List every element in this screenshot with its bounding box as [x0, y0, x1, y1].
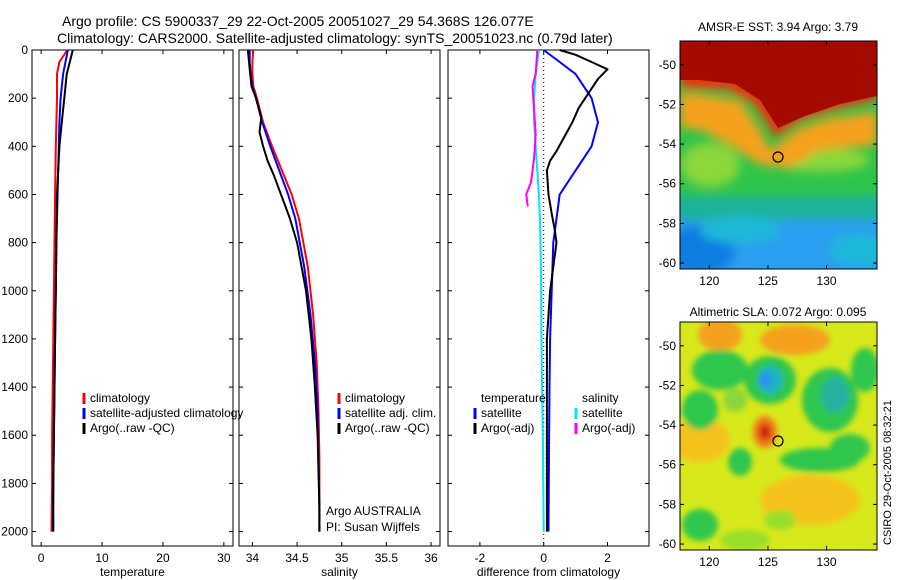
series-line-salinity-satellite [533, 49, 545, 532]
difference-x-axis-label: difference from climatology [477, 565, 620, 579]
sst-map-axes: 120 125 130 -50 -52 -54 -56 -58 -60 [659, 41, 877, 288]
sst-map-title: AMSR-E SST: 3.94 Argo: 3.79 [698, 20, 858, 34]
x-tick-label: 130 [817, 274, 837, 288]
temperature-x-axis-label: temperature [100, 565, 165, 579]
series-line-temperature-argo-adj- [545, 49, 609, 532]
legend-label: Argo(-adj) [582, 421, 635, 435]
y-tick-label: 1000 [1, 284, 28, 298]
legend-label: satellite [481, 406, 522, 420]
legend-label: satellite adj. clim. [345, 406, 436, 420]
x-tick-label: 0 [540, 551, 547, 565]
y-tick-label: -58 [659, 497, 677, 511]
salinity-x-axis-label: salinity [321, 565, 358, 579]
figure-title-line2: Climatology: CARS2000. Satellite-adjuste… [57, 30, 613, 46]
y-tick-label: -52 [659, 378, 677, 392]
y-tick-label: 1600 [1, 428, 28, 442]
sst-map-frame [679, 40, 878, 270]
legend-label: Argo(..raw -QC) [345, 421, 430, 435]
sla-map-axes: 120 125 130 -50 -52 -54 -56 -58 -60 [659, 322, 877, 569]
x-tick-label: 2 [604, 551, 611, 565]
x-tick-label: 20 [156, 551, 170, 565]
x-tick-label: 35.5 [375, 551, 399, 565]
y-tick-label: -50 [659, 58, 677, 72]
y-tick-label: 1400 [1, 380, 28, 394]
sla-map-title: Altimetric SLA: 0.072 Argo: 0.095 [690, 305, 867, 319]
legend-label: Argo(..raw -QC) [90, 421, 175, 435]
y-tick-label: 200 [8, 91, 28, 105]
y-tick-label: 2000 [1, 525, 28, 539]
x-tick-label: 0 [38, 551, 45, 565]
sla-map-frame [679, 321, 878, 551]
x-tick-label: 120 [699, 274, 719, 288]
salinity-axes-frame [238, 49, 441, 547]
x-tick-label: 125 [758, 274, 778, 288]
legend-header-temperature: temperature [481, 391, 546, 405]
x-tick-label: 34.5 [285, 551, 309, 565]
y-tick-label: -56 [659, 177, 677, 191]
x-tick-label: 130 [817, 555, 837, 569]
series-line-argo-raw-qc- [52, 49, 74, 532]
difference-axes-frame [447, 49, 650, 547]
figure-title-line1: Argo profile: CS 5900337_29 22-Oct-2005 … [62, 13, 534, 29]
sst-argo-location-marker [772, 151, 784, 163]
sst-map-image [680, 41, 877, 269]
y-tick-label: -60 [659, 256, 677, 270]
series-line-argo-raw-qc- [246, 49, 321, 532]
y-tick-label: 0 [21, 43, 28, 57]
y-tick-label: -56 [659, 458, 677, 472]
x-tick-label: 30 [217, 551, 231, 565]
y-tick-label: 1800 [1, 476, 28, 490]
legend-header-salinity: salinity [582, 391, 619, 405]
x-tick-label: 35 [335, 551, 349, 565]
credit-timestamp-label: CSIRO 29-Oct-2005 08:32:21 [882, 400, 894, 545]
legend-label: Argo(-adj) [481, 421, 534, 435]
x-tick-label: 120 [699, 555, 719, 569]
sla-map-panel: Altimetric SLA: 0.072 Argo: 0.095 [659, 305, 878, 569]
y-tick-label: 400 [8, 139, 28, 153]
x-tick-label: 36 [424, 551, 438, 565]
x-tick-label: -2 [475, 551, 486, 565]
sst-map-panel: AMSR-E SST: 3.94 Argo: 3.79 120 125 130 -50… [659, 20, 878, 288]
series-line-salinity-argo-adj- [525, 49, 539, 207]
legend-label: satellite [582, 406, 623, 420]
temperature-profile-panel: 0 10 20 30 0 200 400 600 800 1000 1200 1400 1600 1800… [1, 43, 243, 579]
temperature-axes-frame [31, 49, 234, 547]
series-line-climatology [50, 49, 69, 532]
y-tick-label: -60 [659, 537, 677, 551]
y-tick-label: -54 [659, 137, 677, 151]
y-tick-label: 1200 [1, 332, 28, 346]
y-tick-label: -58 [659, 216, 677, 230]
y-tick-label: -52 [659, 97, 677, 111]
salinity-profile-panel: 34 34.5 35 35.5 36 salinity climatologysatelli… [238, 49, 441, 579]
legend-label: satellite-adjusted climatology [90, 406, 243, 420]
y-tick-label: -50 [659, 339, 677, 353]
annotation-argo-australia: Argo AUSTRALIA [326, 504, 421, 518]
series-line-temperature-satellite [543, 49, 599, 532]
y-tick-label: 800 [8, 236, 28, 250]
x-tick-label: 125 [758, 555, 778, 569]
x-tick-label: 34 [246, 551, 260, 565]
legend-label: climatology [345, 391, 405, 405]
annotation-pi-name: PI: Susan Wijffels [326, 520, 420, 534]
legend-label: climatology [90, 391, 150, 405]
sla-argo-location-marker [772, 435, 784, 447]
y-tick-label: 600 [8, 187, 28, 201]
sla-map-image [680, 322, 877, 550]
x-tick-label: 10 [95, 551, 109, 565]
y-tick-label: -54 [659, 418, 677, 432]
